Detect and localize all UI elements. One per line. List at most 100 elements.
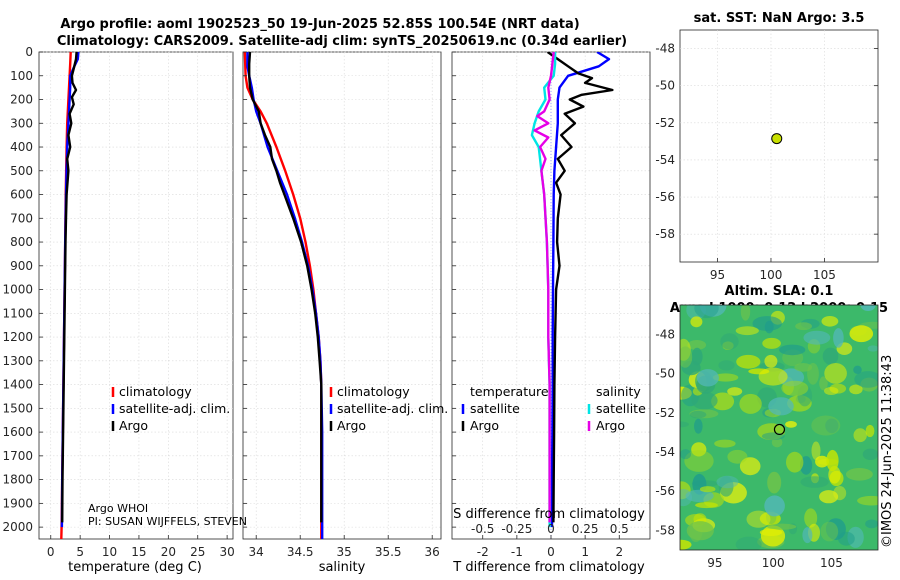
depth-tick-label: 600 [10, 188, 33, 202]
sla-field-patch [767, 471, 782, 494]
map-y-tick-label: -52 [655, 116, 675, 130]
sla-field-patch [727, 449, 748, 464]
depth-tick-label: 900 [10, 259, 33, 273]
top-x-tick-label: -0.25 [501, 522, 532, 536]
map-y-tick-label: -58 [655, 523, 675, 537]
sla-field-patch [759, 528, 783, 537]
x-tick-label: 20 [161, 545, 176, 559]
sla-field-patch [739, 457, 761, 476]
temperature-axes [38, 51, 234, 540]
depth-tick-label: 1600 [2, 425, 33, 439]
sla-field-patch [803, 330, 831, 345]
salinity-axes [242, 51, 442, 540]
map-y-tick-label: -52 [655, 406, 675, 420]
x-tick-label: 0 [547, 545, 555, 559]
sla-field-patch [794, 363, 813, 372]
depth-tick-label: 1500 [2, 401, 33, 415]
salinity-series [243, 52, 324, 539]
x-tick-label: 25 [190, 545, 205, 559]
argo-pi: PI: SUSAN WIJFFELS, STEVEN [88, 515, 247, 528]
x-tick-label: 34.5 [287, 545, 314, 559]
depth-axis: 0 100 200 300 400 500 600 700 800 900 1000 1100 1200… [2, 45, 33, 534]
x-tick-label: -1 [511, 545, 523, 559]
map-y-tick-label: -50 [655, 79, 675, 93]
series-argo-line [61, 52, 78, 523]
temperature-grid [39, 51, 233, 539]
sla-field-patch [694, 305, 719, 319]
sla-field-patch [786, 451, 804, 473]
top-x-tick-label: 0 [547, 522, 555, 536]
title-line-2: Climatology: CARS2009. Satellite-adj cli… [57, 34, 627, 49]
sla-field-patch [691, 442, 707, 457]
sst-map-ticks: 95 100 105 -48 -50 -52 -54 -56 -58 [655, 42, 878, 282]
sla-field-patch [833, 328, 844, 348]
difference-xlabel: T difference from climatology [452, 560, 645, 575]
sla-field-patch [699, 486, 716, 493]
map-y-tick-label: -48 [655, 327, 675, 341]
sla-field-patch [824, 363, 847, 384]
sla-map-title-1: Altim. SLA: 0.1 [725, 284, 834, 299]
sla-field-patch [854, 371, 878, 388]
difference-salinity-legend: salinity satellite Argo [587, 384, 646, 433]
sst-map-title: sat. SST: NaN Argo: 3.5 [694, 11, 865, 26]
difference-ticks: -2 -1 0 1 2 -0.5 -0.25 0 0.25 0.5 [452, 51, 629, 559]
sla-field-patch [718, 476, 734, 497]
series-argo-line [247, 52, 323, 523]
sla-field-patch [696, 369, 719, 387]
map-x-tick-label: 100 [762, 556, 785, 570]
sst-map-grid [680, 30, 878, 262]
sla-field-patch [746, 510, 771, 528]
legend-temp-argo-label: Argo [470, 418, 499, 433]
sla-field-patch [752, 316, 782, 331]
sla-field-patch [824, 387, 839, 395]
map-y-tick-label: -48 [655, 42, 675, 56]
sla-field-patch [735, 326, 759, 336]
sla-field-patch [758, 367, 788, 386]
sla-field-patch [718, 360, 735, 371]
sla-field-patch [860, 305, 876, 311]
sla-heatmap [680, 305, 878, 550]
sla-field-patch [736, 354, 761, 369]
sla-field-patch [767, 523, 797, 530]
map-x-tick-label: 105 [820, 556, 843, 570]
x-tick-label: 30 [219, 545, 234, 559]
sla-field-patch [853, 428, 867, 443]
legend-temp-satellite-label: satellite [470, 401, 520, 416]
sla-field-patch [720, 333, 739, 350]
sla-field-patch [819, 490, 839, 504]
sla-field-patch [804, 508, 818, 528]
argo-institution: Argo WHOI [88, 502, 148, 515]
legend-salinity-heading: salinity [596, 384, 641, 399]
sla-field-patch [684, 450, 714, 472]
sla-field-patch [800, 476, 829, 488]
depth-tick-label: 1900 [2, 496, 33, 510]
map-x-tick-label: 95 [710, 268, 725, 282]
legend-salt-satellite-label: satellite [596, 401, 646, 416]
map-y-tick-label: -56 [655, 190, 675, 204]
depth-tick-label: 1300 [2, 354, 33, 368]
sla-field-patch [691, 391, 718, 410]
temperature-legend: climatology satellite-adj. clim. Argo [111, 384, 230, 433]
depth-tick-label: 100 [10, 69, 33, 83]
depth-tick-label: 700 [10, 211, 33, 225]
sla-map-ticks: 95 100 105 -48 -50 -52 -54 -56 -58 [655, 327, 878, 570]
sla-field-patch [685, 489, 714, 503]
difference-temperature-legend: temperature satellite Argo [461, 384, 549, 433]
sla-field-patch [849, 384, 863, 395]
sla-field-patch [694, 418, 703, 434]
sla-field-patch [764, 495, 785, 517]
x-tick-label: -2 [477, 545, 489, 559]
temperature-ticks: 0 5 10 15 20 25 30 [39, 51, 235, 559]
depth-tick-label: 2000 [2, 520, 33, 534]
depth-tick-label: 300 [10, 116, 33, 130]
temperature-xlabel: temperature (deg C) [68, 560, 202, 575]
sla-field-patch [811, 415, 841, 436]
sla-field-patch [781, 380, 809, 396]
sla-field-patch [862, 448, 878, 460]
sla-field-patch [699, 305, 727, 317]
map-x-tick-label: 100 [760, 268, 783, 282]
depth-tick-label: 1000 [2, 283, 33, 297]
sla-field-patch [712, 373, 739, 382]
imos-credit: ©IMOS 24-Jun-2025 11:38:43 [880, 355, 895, 548]
depth-tick-label: 1100 [2, 306, 33, 320]
